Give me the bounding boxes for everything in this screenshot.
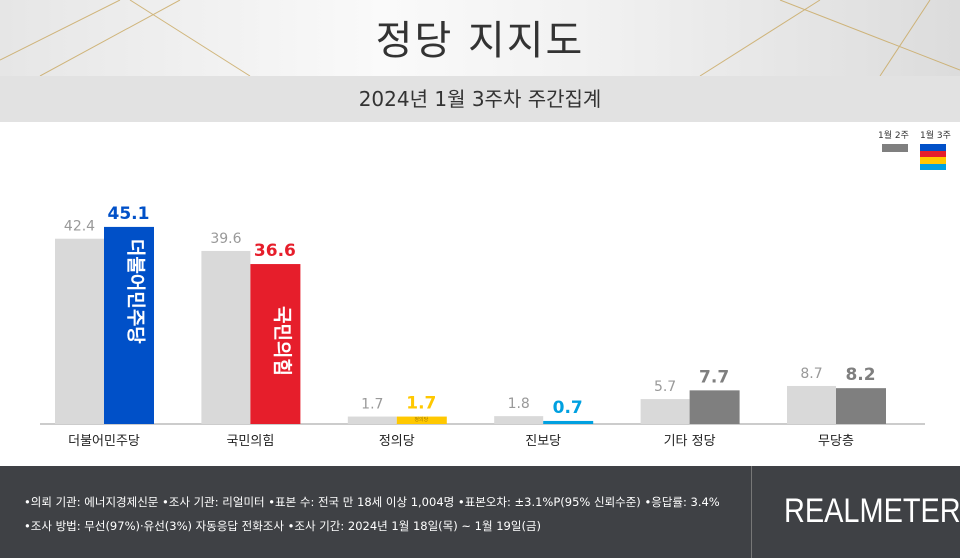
header-decoration	[0, 0, 960, 76]
legend-curr-swatch	[920, 144, 946, 170]
header: 정당 지지도	[0, 0, 960, 76]
category-label: 정의당	[379, 434, 415, 449]
bar-curr	[396, 416, 447, 424]
legend-curr-label: 1월 3주	[920, 131, 951, 141]
party-logo-text: 정의당	[414, 416, 428, 423]
value-label-curr: 0.7	[553, 398, 583, 418]
bar-prev	[347, 416, 397, 424]
footer-line-1: •의뢰 기관: 에너지경제신문 •조사 기관: 리얼미터 •표본 수: 전국 만…	[24, 495, 720, 509]
legend-stripe	[920, 157, 946, 164]
bar-curr	[836, 388, 886, 424]
category-label: 국민의힘	[226, 434, 274, 449]
value-label-prev: 8.7	[800, 366, 822, 382]
category-label: 기타 정당	[664, 434, 716, 449]
bar-prev	[55, 238, 104, 424]
value-label-curr: 8.2	[845, 365, 875, 385]
category-label: 진보당	[525, 434, 561, 449]
value-label-curr: 36.6	[254, 241, 296, 261]
value-label-curr: 7.7	[699, 367, 729, 387]
category-label: 무당층	[818, 434, 854, 449]
value-label-prev: 39.6	[210, 231, 241, 247]
footer-line-2: •조사 방법: 무선(97%)·유선(3%) 자동응답 전화조사 •조사 기간:…	[24, 519, 541, 533]
category-label: 더불어민주당	[68, 434, 140, 449]
value-label-prev: 1.8	[508, 396, 530, 412]
value-label-prev: 1.7	[361, 397, 383, 413]
legend-prev-swatch	[882, 144, 908, 152]
value-label-curr: 1.7	[406, 394, 436, 414]
party-logo-text: 국민의힘	[271, 306, 293, 376]
bar-curr	[543, 420, 594, 424]
footer: •의뢰 기관: 에너지경제신문 •조사 기관: 리얼미터 •표본 수: 전국 만…	[0, 466, 960, 558]
party-logo-text: 더불어민주당	[125, 239, 147, 344]
subtitle: 2024년 1월 3주차 주간집계	[0, 76, 960, 122]
bar-prev	[787, 385, 836, 424]
bar-prev	[494, 416, 544, 424]
bar-prev	[201, 250, 251, 424]
bar-curr	[689, 390, 740, 424]
legend-stripe	[920, 163, 946, 170]
legend-stripe	[920, 150, 946, 157]
legend-stripe	[920, 144, 946, 151]
value-label-prev: 5.7	[654, 379, 676, 395]
legend-prev-label: 1월 2주	[878, 131, 909, 141]
bar-prev	[640, 399, 690, 424]
bar-curr	[250, 264, 301, 424]
brand-logo: REALMETER	[784, 492, 960, 530]
bar-curr	[104, 226, 154, 424]
value-label-prev: 42.4	[64, 219, 95, 235]
value-label-curr: 45.1	[108, 204, 150, 224]
page-title: 정당 지지도	[375, 18, 585, 64]
